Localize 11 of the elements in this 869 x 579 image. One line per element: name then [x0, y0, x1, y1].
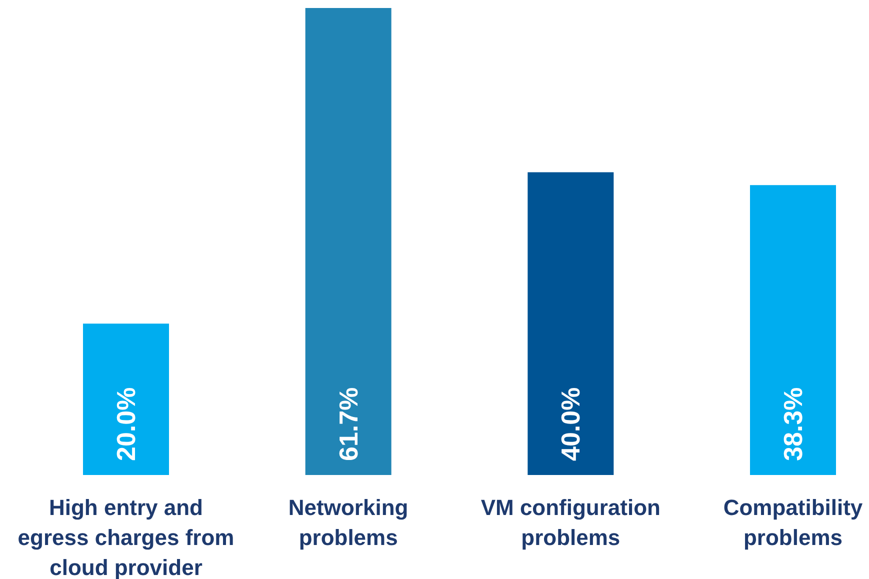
x-tick-label: Networking problems: [288, 495, 408, 550]
bar: [83, 324, 169, 475]
bar: [305, 8, 392, 475]
data-label: 20.0%: [111, 387, 141, 461]
x-tick-label: Compatibility problems: [723, 495, 864, 550]
bar: [750, 185, 836, 475]
data-label: 61.7%: [333, 387, 364, 461]
bar: [528, 172, 614, 475]
data-label: 40.0%: [556, 387, 586, 461]
data-label: 38.3%: [778, 387, 808, 461]
x-tick-label: VM configuration problems: [480, 495, 660, 550]
